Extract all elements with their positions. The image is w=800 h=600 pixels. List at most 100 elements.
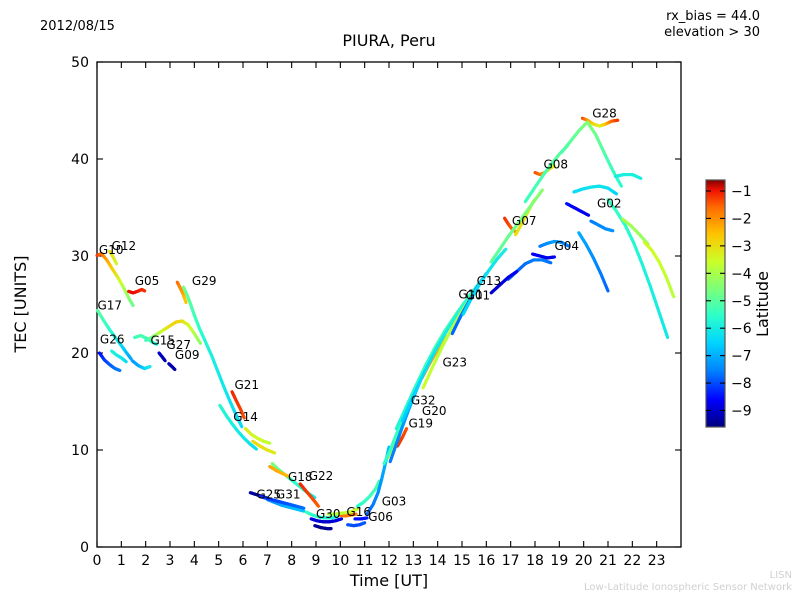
satellite-label: G12 [112, 239, 137, 253]
x-tick-label: 0 [93, 553, 102, 569]
trace-G29 [181, 285, 244, 429]
trace-G04 [538, 239, 571, 248]
trace-G30c [313, 524, 333, 531]
trace-G30 [304, 510, 339, 520]
trace-segment [514, 269, 519, 274]
trace-segment [539, 188, 544, 193]
satellite-label: G31 [276, 488, 301, 502]
colorbar-ticks: −1 −2 −3 −4 −5 −6 −7 −8 −9 [706, 184, 752, 420]
x-tick-label: 5 [214, 553, 223, 569]
satellite-label: G11 [458, 288, 483, 302]
trace-segment [665, 333, 670, 340]
trace-segment [618, 183, 623, 188]
x-tick-label: 17 [502, 553, 520, 569]
trace-G17b [130, 359, 152, 371]
satellite-label: G18 [288, 470, 313, 484]
satellite-label: G20 [422, 404, 447, 418]
trace-G31b [258, 495, 306, 510]
trace-G20b [577, 231, 610, 293]
trace-segment [614, 191, 619, 196]
x-tick-label: 23 [648, 553, 666, 569]
trace-G05 [127, 287, 147, 295]
trace-G14c [251, 439, 277, 455]
trace-G30b [309, 517, 344, 524]
trace-G26 [97, 351, 122, 373]
trace-G02f [642, 240, 676, 299]
satellite-label: G09 [175, 348, 200, 362]
satellite-label: G04 [555, 239, 580, 253]
trace-segment [239, 423, 244, 429]
trace-G07c [489, 188, 544, 264]
trace-segment [605, 287, 610, 293]
colorbar-tick-label: −4 [731, 266, 752, 282]
satellite-label: G14 [233, 410, 258, 424]
colorbar-tick-label: −6 [731, 321, 752, 337]
satellite-label: G32 [411, 393, 436, 407]
trace-G10 [95, 252, 135, 308]
satellite-label: G23 [443, 356, 468, 370]
trace-G02e [621, 217, 650, 246]
colorbar-tick-label: −2 [731, 211, 752, 227]
x-tick-label: 11 [356, 553, 374, 569]
x-tick-label: 2 [141, 553, 150, 569]
elevation-label: elevation > 30 [664, 25, 760, 40]
satellite-label: G02 [597, 197, 622, 211]
trace-G12 [108, 249, 119, 266]
y-tick-label: 50 [71, 55, 89, 71]
data-traces [95, 116, 676, 531]
trace-G17 [95, 308, 133, 361]
colorbar[interactable]: −1 −2 −3 −4 −5 −6 −7 −8 −9 Latitude [705, 179, 772, 428]
satellite-label: G07 [512, 214, 537, 228]
trace-G15b [144, 319, 202, 345]
satellite-label: G03 [382, 494, 407, 508]
x-tick-label: 9 [312, 553, 321, 569]
trace-G19 [395, 427, 409, 448]
trace-segment [671, 293, 676, 299]
x-tick-label: 7 [263, 553, 272, 569]
trace-G04b [531, 252, 557, 260]
satellite-label: G17 [98, 298, 123, 312]
colorbar-tick-label: −8 [731, 376, 752, 392]
trace-G13b [461, 247, 508, 316]
watermark-acronym: LISN [770, 570, 792, 581]
colorbar-tick-label: −7 [731, 349, 752, 365]
trace-G21 [230, 390, 246, 420]
satellite-label: G29 [192, 274, 217, 288]
satellite-label: G01 [466, 289, 491, 303]
satellite-label: G27 [166, 338, 191, 352]
x-tick-label: 10 [331, 553, 349, 569]
satellite-label: G21 [235, 378, 260, 392]
satellite-label: G22 [309, 469, 334, 483]
trace-G18b [268, 464, 290, 478]
trace-G28c [613, 172, 643, 180]
trace-G27 [157, 351, 167, 363]
y-axis-title: TEC [UNITS] [11, 256, 30, 354]
satellite-label: G08 [544, 158, 569, 172]
trace-G19c [489, 269, 519, 295]
x-tick-label: 3 [166, 553, 175, 569]
satellite-label: G16 [346, 505, 371, 519]
trace-G06 [353, 516, 369, 521]
y-tick-label: 10 [71, 443, 89, 459]
y-tick-label: 30 [71, 249, 89, 265]
colorbar-tick-label: −5 [731, 294, 752, 310]
x-tick-label: 22 [623, 553, 641, 569]
colorbar-gradient [706, 180, 725, 427]
satellite-label: G10 [99, 243, 124, 257]
trace-G14b [243, 427, 272, 445]
satellite-label: G28 [592, 106, 617, 120]
trace-G02b [565, 202, 591, 217]
y-tick-label: 20 [71, 346, 89, 362]
satellite-label: G05 [135, 274, 160, 288]
x-tick-label: 12 [380, 553, 398, 569]
y-tick-label: 0 [80, 540, 89, 556]
x-tick-label: 1 [117, 553, 126, 569]
x-tick-label: 20 [575, 553, 593, 569]
x-tick-label: 21 [599, 553, 617, 569]
trace-G02c [589, 219, 615, 233]
satellite-label: G26 [100, 332, 125, 346]
x-axis-ticks: 0 1 2 3 4 5 6 7 8 9 10 11 12 13 14 15 16 17 18 19 20 21 22 23 [93, 62, 666, 569]
